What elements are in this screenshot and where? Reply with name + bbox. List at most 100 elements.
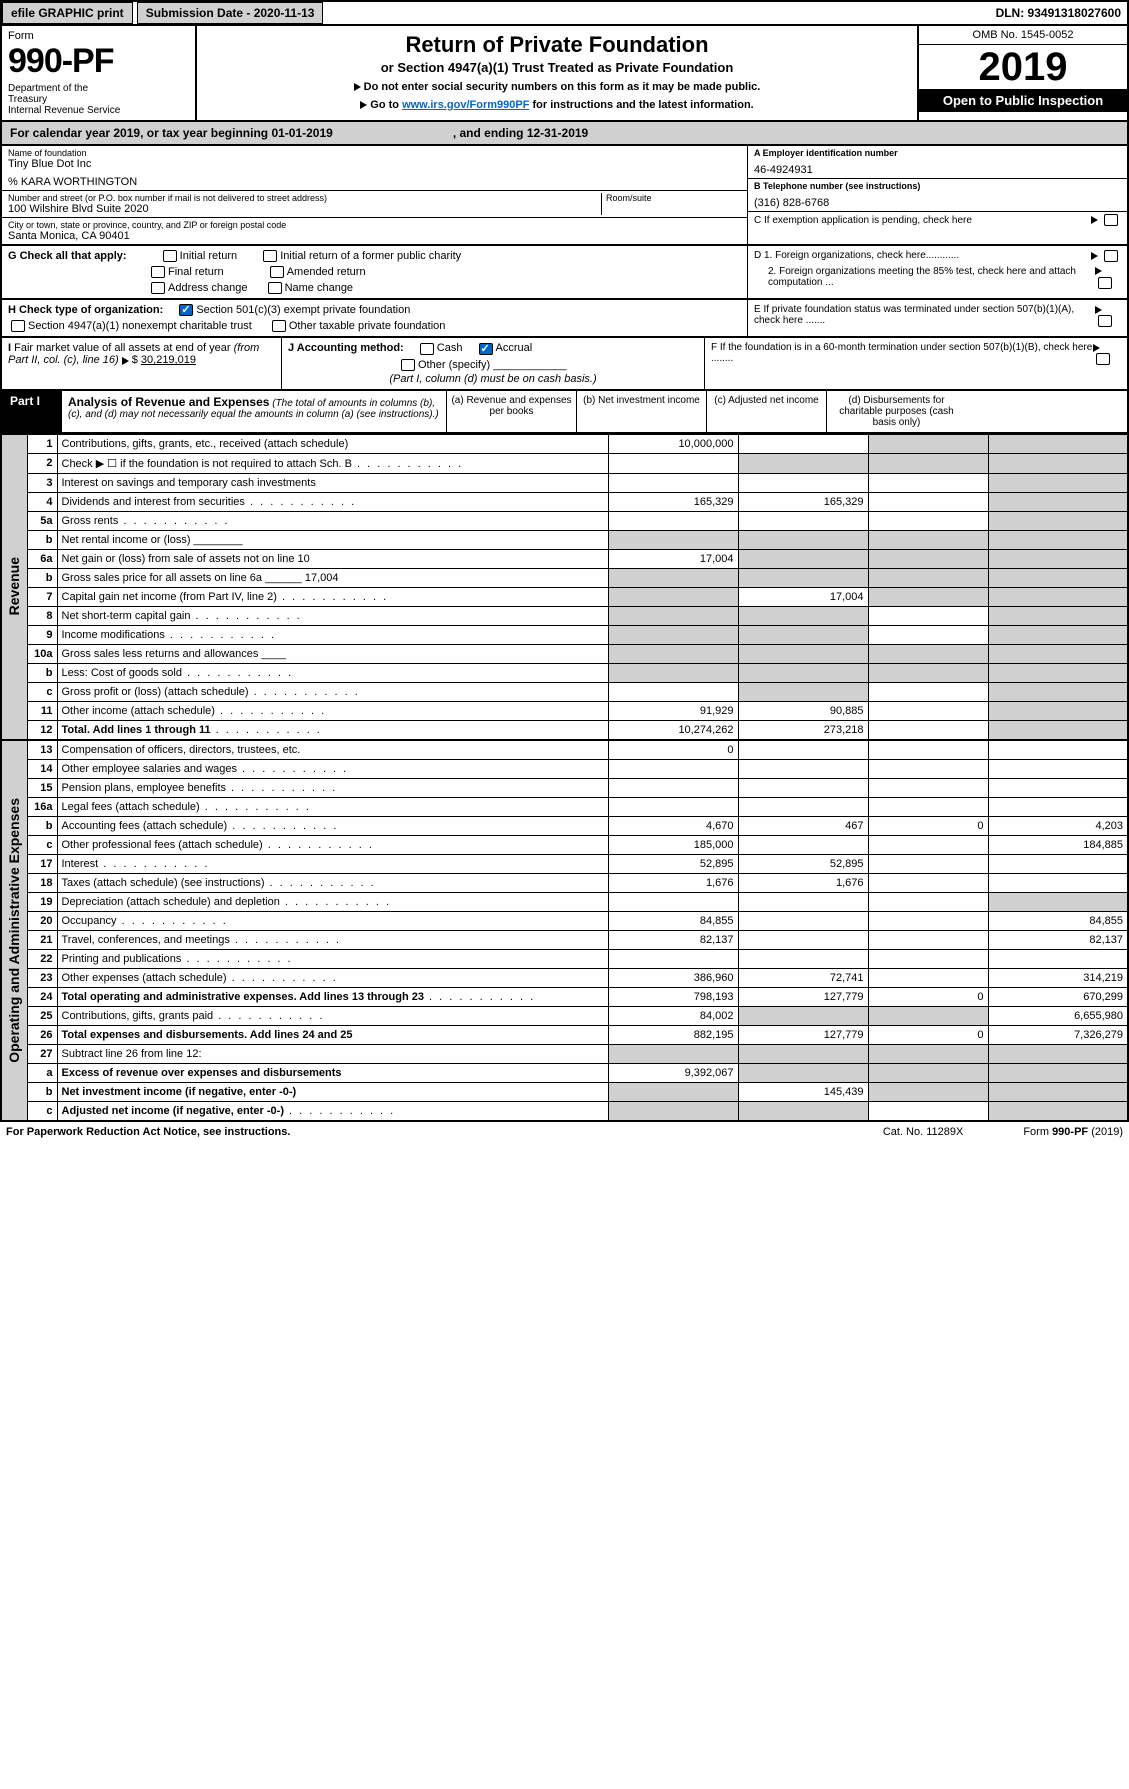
efile-btn[interactable]: efile GRAPHIC print [2,2,133,24]
table-row: cAdjusted net income (if negative, enter… [1,1101,1128,1120]
line-desc: Income modifications [57,625,608,644]
checkbox-initial-former[interactable] [263,250,277,262]
cell-grey [988,720,1128,739]
cell [608,778,738,797]
id-left: Name of foundation Tiny Blue Dot Inc % K… [2,146,747,244]
checkbox-d1[interactable] [1104,250,1118,262]
irs-link[interactable]: www.irs.gov/Form990PF [402,99,529,111]
cell-grey [738,1044,868,1063]
line-num: 5a [27,511,57,530]
triangle-icon [122,357,129,365]
checkbox-initial[interactable] [163,250,177,262]
line-desc: Net gain or (loss) from sale of assets n… [57,549,608,568]
line-desc: Taxes (attach schedule) (see instruction… [57,873,608,892]
f-text: F If the foundation is in a 60-month ter… [711,342,1093,365]
table-row: 12Total. Add lines 1 through 1110,274,26… [1,720,1128,739]
id-block: Name of foundation Tiny Blue Dot Inc % K… [0,146,1129,246]
part1-tab: Part I [2,391,62,432]
cell: 10,274,262 [608,720,738,739]
checkbox-other-tax[interactable] [272,320,286,332]
checkbox-e[interactable] [1098,315,1112,327]
line-num: 11 [27,701,57,720]
cell [608,949,738,968]
cell: 798,193 [608,987,738,1006]
cell [868,759,988,778]
instr-2: Go to www.irs.gov/Form990PF for instruct… [207,99,907,111]
line-desc: Less: Cost of goods sold [57,663,608,682]
cell [868,778,988,797]
cell [868,1101,988,1120]
cell-grey [868,549,988,568]
line-num: 14 [27,759,57,778]
cell [868,854,988,873]
table-row: 3Interest on savings and temporary cash … [1,473,1128,492]
cell [988,778,1128,797]
cell-grey [738,625,868,644]
checkbox-cash[interactable] [420,343,434,355]
cell-grey [608,568,738,587]
checkbox-d2[interactable] [1098,277,1112,289]
table-row: 19Depreciation (attach schedule) and dep… [1,892,1128,911]
i-value: 30,219,019 [141,354,196,366]
line-num: 15 [27,778,57,797]
checkbox-other[interactable] [401,359,415,371]
checkbox-amended[interactable] [270,266,284,278]
checkbox-501c3[interactable] [179,304,193,316]
cell [608,797,738,816]
checkbox-c[interactable] [1104,214,1118,226]
triangle-icon [1093,344,1100,352]
cell [738,892,868,911]
cell: 82,137 [988,930,1128,949]
checkbox-accrual[interactable] [479,343,493,355]
cell: 72,741 [738,968,868,987]
checkbox-final[interactable] [151,266,165,278]
cell-grey [988,434,1128,453]
cell-grey [988,1101,1128,1120]
checkbox-name[interactable] [268,282,282,294]
table-row: 26Total expenses and disbursements. Add … [1,1025,1128,1044]
line-desc: Accounting fees (attach schedule) [57,816,608,835]
tel: (316) 828-6768 [754,197,1121,209]
side-label: Operating and Administrative Expenses [1,740,27,1120]
cell-grey [988,682,1128,701]
checkbox-address[interactable] [151,282,165,294]
line-desc: Printing and publications [57,949,608,968]
col-a-hdr: (a) Revenue and expenses per books [446,391,576,432]
cell-grey [738,606,868,625]
cell: 17,004 [608,549,738,568]
part1-desc: Analysis of Revenue and Expenses (The to… [62,391,446,432]
col-b-hdr: (b) Net investment income [576,391,706,432]
cell [738,778,868,797]
line-num: 1 [27,434,57,453]
cell [988,949,1128,968]
line-num: 22 [27,949,57,968]
cell: 165,329 [608,492,738,511]
ein-row: A Employer identification number 46-4924… [748,146,1127,179]
cell [868,625,988,644]
cell: 314,219 [988,968,1128,987]
checkbox-f[interactable] [1096,353,1110,365]
tel-row: B Telephone number (see instructions) (3… [748,179,1127,212]
cell-grey [988,606,1128,625]
cell-grey [738,568,868,587]
line-desc: Other professional fees (attach schedule… [57,835,608,854]
checkbox-4947[interactable] [11,320,25,332]
cell [868,892,988,911]
cell [868,740,988,759]
line-num: 2 [27,453,57,473]
line-num: 23 [27,968,57,987]
table-row: cGross profit or (loss) (attach schedule… [1,682,1128,701]
line-num: 4 [27,492,57,511]
cell [738,473,868,492]
expense-table: Operating and Administrative Expenses13C… [0,740,1129,1121]
form-number: 990-PF [8,42,189,81]
c-text: C If exemption application is pending, c… [754,215,972,226]
cell [608,759,738,778]
line-desc: Total. Add lines 1 through 11 [57,720,608,739]
cell [738,949,868,968]
col-d-hdr: (d) Disbursements for charitable purpose… [826,391,966,432]
line-num: c [27,835,57,854]
g-row: G Check all that apply: Initial return I… [0,246,1129,300]
line-desc: Gross rents [57,511,608,530]
line-num: b [27,568,57,587]
